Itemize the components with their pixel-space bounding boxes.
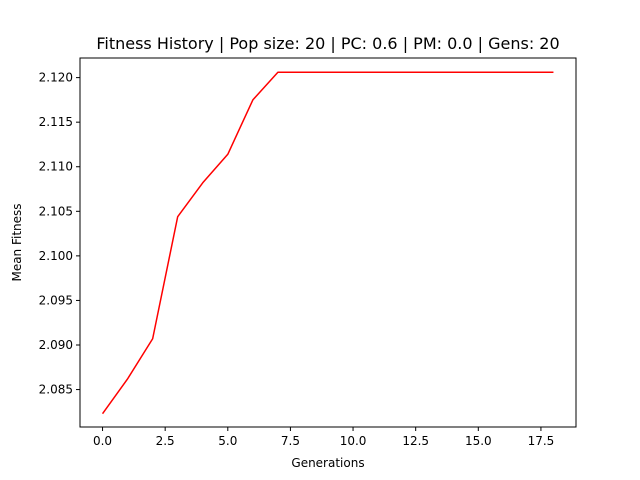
- plot-frame: [79, 57, 577, 428]
- y-tick-label: 2.090: [39, 338, 73, 352]
- x-tick-label: 10.0: [340, 434, 367, 448]
- y-tick-label: 2.120: [39, 71, 73, 85]
- y-tick-label: 2.115: [39, 115, 73, 129]
- y-tick-label: 2.105: [39, 204, 73, 218]
- y-tick-label: 2.095: [39, 293, 73, 307]
- y-tick-label: 2.110: [39, 160, 73, 174]
- y-axis-label: Mean Fitness: [10, 203, 24, 281]
- chart-title: Fitness History | Pop size: 20 | PC: 0.6…: [96, 34, 559, 53]
- series-layer: [101, 71, 554, 415]
- series-line: [101, 71, 554, 415]
- y-tick-label: 2.100: [39, 249, 73, 263]
- x-axis-ticks: 0.0 2.5 5.0 7.5 10.0 12.5 15.0 17.5: [93, 427, 554, 448]
- y-tick-label: 2.085: [39, 383, 73, 397]
- x-tick-label: 2.5: [156, 434, 175, 448]
- y-axis-ticks: 2.085 2.090 2.095 2.100 2.105 2.110 2.115 2.120: [39, 71, 80, 397]
- x-tick-label: 7.5: [281, 434, 300, 448]
- x-axis-label: Generations: [291, 456, 364, 470]
- x-tick-label: 5.0: [218, 434, 237, 448]
- x-tick-label: 17.5: [528, 434, 555, 448]
- x-tick-label: 12.5: [402, 434, 429, 448]
- x-tick-label: 0.0: [93, 434, 112, 448]
- x-tick-label: 15.0: [465, 434, 492, 448]
